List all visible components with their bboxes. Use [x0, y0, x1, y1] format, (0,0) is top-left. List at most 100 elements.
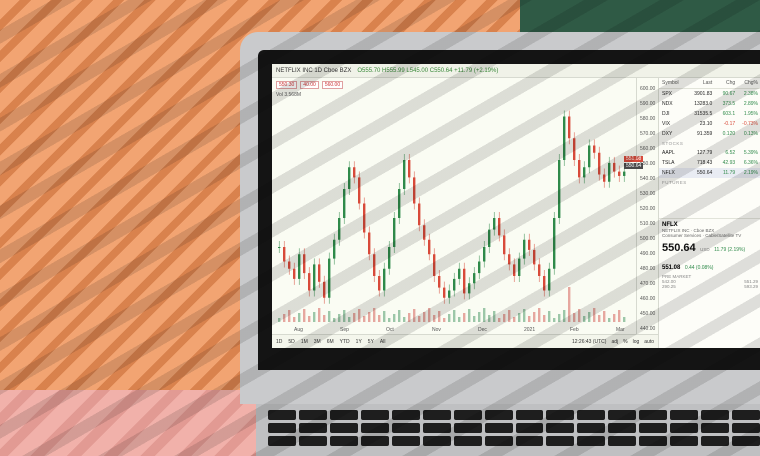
log-toggle[interactable]: log	[632, 338, 640, 345]
candle-body	[373, 254, 376, 276]
candle-body	[288, 261, 291, 269]
volume-bar	[448, 314, 451, 322]
candle-body	[303, 254, 306, 274]
volume-bar	[308, 316, 311, 322]
row-chg: 11.79	[722, 170, 736, 176]
candle-body	[353, 167, 356, 178]
keyboard-key	[732, 436, 760, 446]
quantity-chip[interactable]: 40.00	[300, 81, 319, 89]
chart-ohlc: O555.70 H555.99 L545.00 C550.64 +11.79 (…	[357, 67, 499, 74]
keyboard-key	[608, 410, 637, 420]
chart-header-bar: NETFLIX INC 1D Cboe BZX O555.70 H555.99 …	[272, 64, 760, 78]
volume-bar	[278, 318, 281, 322]
watchlist-row[interactable]: AAPL 127.79 6.52 5.39%	[659, 148, 760, 158]
range-button[interactable]: All	[379, 338, 386, 345]
keyboard-key	[422, 436, 451, 446]
watchlist-row[interactable]: VIX 23.10 -0.17 -0.73%	[659, 119, 760, 129]
candle-body	[398, 189, 401, 218]
range-button[interactable]: 3M	[313, 338, 321, 345]
volume-bar	[513, 317, 516, 322]
watchlist-row[interactable]: SPX 3901.83 90.67 2.38%	[659, 89, 760, 99]
volume-bar	[303, 309, 306, 322]
candle-body	[433, 254, 436, 276]
keyboard-key	[391, 423, 420, 433]
keyboard-key	[329, 410, 358, 420]
keyboard-key	[577, 423, 606, 433]
volume-bar	[548, 311, 551, 322]
candle-body	[578, 160, 581, 178]
volume-bar	[458, 317, 461, 322]
volume-bar	[468, 309, 471, 322]
volume-bar	[478, 312, 481, 322]
watchlist-row[interactable]: NFLX 550.64 11.79 2.19%	[659, 168, 760, 178]
keyboard-key	[360, 436, 389, 446]
volume-bar	[613, 314, 616, 322]
row-last: 3901.83	[694, 91, 713, 97]
watchlist-row[interactable]: NDX 13283.0 373.5 2.89%	[659, 99, 760, 109]
candle-body	[613, 162, 616, 172]
candle-body	[538, 264, 541, 276]
watchlist-header: Symbol Last Chg Chg%	[659, 78, 760, 89]
chart-symbol-line[interactable]: NETFLIX INC 1D Cboe BZX	[276, 67, 352, 74]
keyboard-key	[639, 423, 668, 433]
volume-bar	[353, 313, 356, 322]
volume-bar	[588, 312, 591, 322]
range-button[interactable]: YTD	[339, 338, 350, 345]
range-button[interactable]: 6M	[326, 338, 334, 345]
watchlist-row[interactable]: DXY 91.359 0.120 0.13%	[659, 129, 760, 139]
buy-chip[interactable]: 560.00	[321, 81, 344, 89]
candle-body	[493, 218, 496, 230]
candlestick-chart[interactable]: Aug Sep Oct Nov Dec 2021 Feb Mar	[272, 78, 642, 334]
adj-toggle[interactable]: adj	[611, 338, 619, 345]
col-last[interactable]: Last	[702, 80, 713, 86]
price-axis-label: 560.00	[640, 146, 656, 152]
candle-body	[478, 261, 481, 274]
col-chg[interactable]: Chg	[725, 80, 736, 86]
volume-bar	[493, 311, 496, 322]
sell-chip[interactable]: 550.30	[276, 81, 298, 89]
low-52: 290.25	[662, 284, 676, 289]
candle-body	[328, 258, 331, 298]
keyboard-key	[546, 423, 575, 433]
time-axis-label: 2021	[524, 327, 535, 333]
range-button[interactable]: 5Y	[367, 338, 374, 345]
candle-body	[618, 171, 621, 176]
candle-body	[413, 177, 416, 204]
watchlist-row[interactable]: DJI 31535.5 603.1 1.95%	[659, 109, 760, 119]
row-symbol: AAPL	[662, 150, 675, 156]
percent-toggle[interactable]: %	[623, 338, 628, 345]
range-button[interactable]: 1Y	[355, 338, 362, 345]
candle-body	[603, 174, 606, 182]
price-axis-label: 570.00	[640, 131, 656, 137]
keyboard-key	[577, 410, 606, 420]
range-button[interactable]: 1M	[300, 338, 308, 345]
row-symbol: NFLX	[662, 170, 675, 176]
auto-toggle[interactable]: auto	[644, 338, 654, 345]
candle-body	[608, 162, 611, 182]
watchlist-row[interactable]: TSLA 718.43 42.93 6.36%	[659, 158, 760, 168]
price-axis-label: 470.00	[640, 281, 656, 287]
price-axis-label: 600.00	[640, 86, 656, 92]
col-chg-pct[interactable]: Chg%	[744, 80, 758, 86]
range-button[interactable]: 1D	[276, 338, 283, 345]
keyboard-key	[329, 423, 358, 433]
col-symbol[interactable]: Symbol	[662, 80, 679, 86]
keyboard-key	[732, 410, 760, 420]
bid-price-tag: 550.64	[624, 163, 644, 169]
futures-section-label: FUTURES	[662, 180, 687, 185]
row-chg-pct: 1.95%	[743, 111, 758, 117]
volume-bar	[518, 313, 521, 322]
volume-bar	[313, 312, 316, 322]
row-chg: 6.52	[725, 150, 736, 156]
volume-bar	[473, 316, 476, 322]
range-high: 551.29	[744, 279, 758, 284]
candle-body	[428, 239, 431, 255]
keyboard-key	[391, 436, 420, 446]
candle-body	[418, 203, 421, 226]
range-button[interactable]: 5D	[288, 338, 295, 345]
row-last: 23.10	[699, 121, 713, 127]
row-chg-pct: 2.89%	[743, 101, 758, 107]
candle-body	[448, 290, 451, 298]
range-bar: 1D 5D 1M 3M 6M YTD 1Y 5Y All 12:26:43 (UTC) adj …	[272, 334, 658, 348]
keyboard-key	[546, 410, 575, 420]
